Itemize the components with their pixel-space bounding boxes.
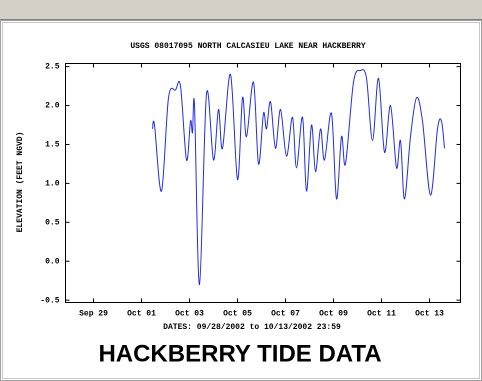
top-bar — [0, 0, 482, 19]
x-tick-label: Oct 01 — [127, 310, 156, 319]
x-tick-label: Oct 05 — [223, 310, 252, 319]
x-tick-label: Oct 09 — [319, 310, 348, 319]
data-line — [152, 69, 445, 286]
y-tick-label: 0.0 — [45, 257, 60, 266]
x-tick-label: Sep 29 — [79, 310, 108, 319]
y-axis-label: ELEVATION (FEET NGVD) — [16, 132, 25, 233]
y-tick-label: 2.5 — [45, 63, 60, 72]
caption: HACKBERRY TIDE DATA — [98, 340, 381, 367]
y-tick-label: 1.5 — [45, 141, 60, 150]
y-tick-label: 0.5 — [45, 218, 60, 227]
x-axis-label: DATES: 09/28/2002 to 10/13/2002 23:59 — [163, 323, 341, 332]
chart-title: USGS 08017095 NORTH CALCASIEU LAKE NEAR … — [130, 42, 365, 51]
y-tick-label: -0.5 — [40, 296, 59, 305]
x-tick-label: Oct 07 — [271, 310, 300, 319]
panel-inner — [2, 22, 480, 379]
x-tick-label: Oct 03 — [175, 310, 204, 319]
y-tick-label: 1.0 — [45, 179, 60, 188]
y-tick-label: 2.0 — [45, 102, 60, 111]
x-tick-label: Oct 13 — [415, 310, 444, 319]
x-tick-label: Oct 11 — [367, 310, 396, 319]
